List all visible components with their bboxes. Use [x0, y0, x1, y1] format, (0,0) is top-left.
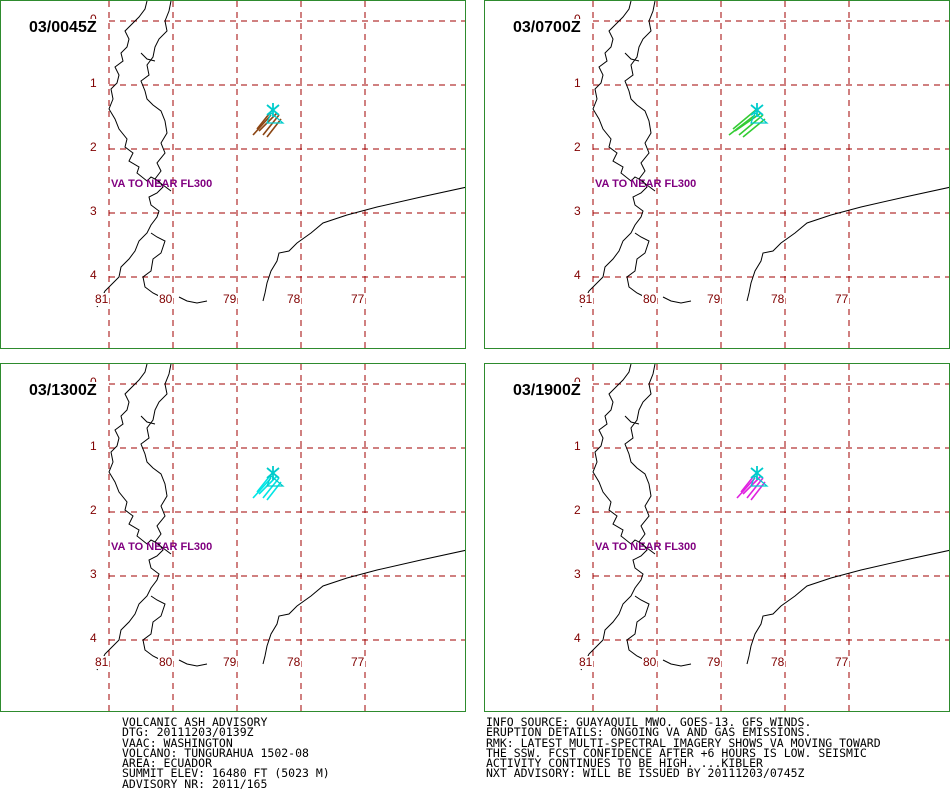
latitude-label: 2: [573, 140, 582, 154]
lat-lon-grid: [592, 364, 949, 711]
va-height-label: VA TO NEAR FL300: [111, 178, 213, 190]
longitude-label: 77: [350, 292, 366, 306]
latitude-label: 3: [573, 567, 582, 581]
va-height-label: VA TO NEAR FL300: [595, 178, 697, 190]
panel-time-title: 03/0700Z: [513, 19, 583, 37]
coastline: [580, 364, 949, 671]
panel-time-title: 03/0045Z: [29, 19, 99, 37]
longitude-label: 79: [706, 655, 722, 669]
longitude-label: 80: [642, 292, 658, 306]
longitude-label: 81: [578, 292, 594, 306]
lat-lon-grid: [108, 1, 465, 348]
latitude-label: 3: [573, 204, 582, 218]
advisory-line: AREA: ECUADOR: [122, 756, 213, 771]
latitude-label: 3: [89, 567, 98, 581]
advisory-left-text: VOLCANIC ASH ADVISORY DTG: 20111203/0139Z…: [122, 715, 330, 791]
volcano-marker-icon: [750, 466, 769, 487]
volcano-marker-icon: [266, 466, 285, 487]
advisory-line: ADVISORY NR: 2011/165: [122, 776, 268, 791]
longitude-label: 79: [222, 292, 238, 306]
coastline: [580, 1, 949, 308]
longitude-label: 77: [834, 655, 850, 669]
latitude-label: 2: [573, 503, 582, 517]
volcano-marker-icon: [750, 103, 769, 124]
latitude-label: 2: [89, 503, 98, 517]
latitude-label: 2: [89, 140, 98, 154]
latitude-label: 4: [89, 631, 98, 645]
longitude-label: 81: [94, 655, 110, 669]
coastline: [96, 364, 465, 671]
longitude-label: 78: [286, 292, 302, 306]
advisory-right-text: INFO SOURCE: GUAYAQUIL MWO. GOES-13. GFS…: [486, 715, 881, 781]
va-height-label: VA TO NEAR FL300: [595, 541, 697, 553]
longitude-label: 79: [222, 655, 238, 669]
advisory-line: SUMMIT ELEV: 16480 FT (5023 M): [122, 766, 330, 781]
volcano-marker-icon: [266, 103, 285, 124]
lat-lon-grid: [592, 1, 949, 348]
advisory-line: INFO SOURCE: GUAYAQUIL MWO. GOES-13. GFS…: [486, 715, 812, 729]
map-canvas: [580, 364, 949, 711]
latitude-label: 1: [89, 439, 98, 453]
va-height-label: VA TO NEAR FL300: [111, 541, 213, 553]
longitude-label: 78: [770, 655, 786, 669]
advisory-line: THE SSW. FCST CONFIDENCE AFTER +6 HOURS …: [486, 745, 867, 760]
map-canvas: [96, 1, 465, 348]
latitude-label: 4: [89, 268, 98, 282]
latitude-label: 1: [573, 76, 582, 90]
longitude-label: 78: [770, 292, 786, 306]
advisory-line: VAAC: WASHINGTON: [122, 735, 233, 750]
longitude-label: 81: [94, 292, 110, 306]
longitude-label: 80: [642, 655, 658, 669]
latitude-label: 3: [89, 204, 98, 218]
advisory-line: RMK: LATEST MULTI-SPECTRAL IMAGERY SHOWS…: [486, 735, 881, 750]
longitude-label: 80: [158, 292, 174, 306]
longitude-label: 77: [350, 655, 366, 669]
panel-time-title: 03/1300Z: [29, 382, 99, 400]
longitude-label: 79: [706, 292, 722, 306]
latitude-label: 1: [89, 76, 98, 90]
advisory-line: VOLCANO: TUNGURAHUA 1502-08: [122, 745, 309, 760]
panel-time-title: 03/1900Z: [513, 382, 583, 400]
advisory-line: VOLCANIC ASH ADVISORY: [122, 715, 268, 729]
advisory-line: ERUPTION DETAILS: ONGOING VA AND GAS EMI…: [486, 725, 812, 740]
advisory-line: NXT ADVISORY: WILL BE ISSUED BY 20111203…: [486, 766, 805, 781]
advisory-line: ACTIVITY CONTINUES TO BE HIGH. ...KIBLER: [486, 756, 763, 771]
map-canvas: [580, 1, 949, 348]
latitude-label: 1: [573, 439, 582, 453]
latitude-label: 4: [573, 631, 582, 645]
latitude-label: 4: [573, 268, 582, 282]
longitude-label: 80: [158, 655, 174, 669]
longitude-label: 81: [578, 655, 594, 669]
map-canvas: [96, 364, 465, 711]
coastline: [96, 1, 465, 308]
longitude-label: 77: [834, 292, 850, 306]
longitude-label: 78: [286, 655, 302, 669]
lat-lon-grid: [108, 364, 465, 711]
advisory-line: DTG: 20111203/0139Z: [122, 725, 254, 740]
